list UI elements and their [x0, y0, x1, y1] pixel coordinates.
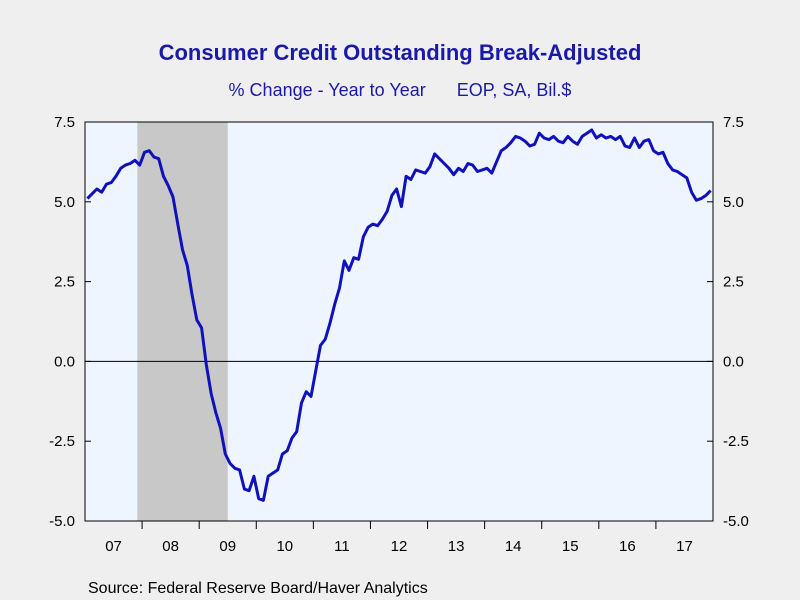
x-tick-label: 11 [334, 538, 350, 555]
recession-shading [137, 122, 228, 521]
x-tick-label: 07 [105, 538, 122, 555]
chart-subtitle-units: EOP, SA, Bil.$ [457, 80, 572, 100]
y-tick-label-right: 2.5 [723, 274, 744, 291]
x-tick-label: 09 [219, 538, 236, 555]
y-tick-label-right: -5.0 [723, 513, 749, 530]
y-tick-label-right: 7.5 [723, 114, 744, 131]
y-tick-label-left: 5.0 [54, 194, 75, 211]
chart-title: Consumer Credit Outstanding Break-Adjust… [159, 40, 642, 65]
chart-subtitle: % Change - Year to Year EOP, SA, Bil.$ [229, 80, 572, 100]
x-tick-label: 13 [448, 538, 465, 555]
x-tick-label: 16 [619, 538, 636, 555]
x-tick-label: 14 [505, 538, 522, 555]
y-tick-label-right: 0.0 [723, 353, 744, 370]
source-note: Source: Federal Reserve Board/Haver Anal… [88, 580, 428, 597]
axis-ticks: 7.5 7.5 5.0 5.0 2.5 2.5 0.0 0.0 -2.5 -2.5 -5.0 -5.0… [49, 114, 749, 555]
x-tick-label: 15 [562, 538, 579, 555]
x-tick-label: 10 [276, 538, 293, 555]
y-tick-label-right: 5.0 [723, 194, 744, 211]
series-line [86, 128, 712, 502]
plot-frame [84, 121, 714, 522]
y-tick-label-left: 0.0 [54, 353, 75, 370]
y-tick-label-left: -5.0 [49, 513, 75, 530]
y-tick-label-left: -2.5 [49, 433, 75, 450]
chart-subtitle-measure: % Change - Year to Year [229, 80, 426, 100]
y-tick-label-left: 7.5 [54, 114, 75, 131]
x-tick-label: 12 [391, 538, 408, 555]
y-tick-label-right: -2.5 [723, 433, 749, 450]
x-tick-label: 08 [162, 538, 179, 555]
x-tick-label: 17 [676, 538, 693, 555]
y-tick-label-left: 2.5 [54, 274, 75, 291]
